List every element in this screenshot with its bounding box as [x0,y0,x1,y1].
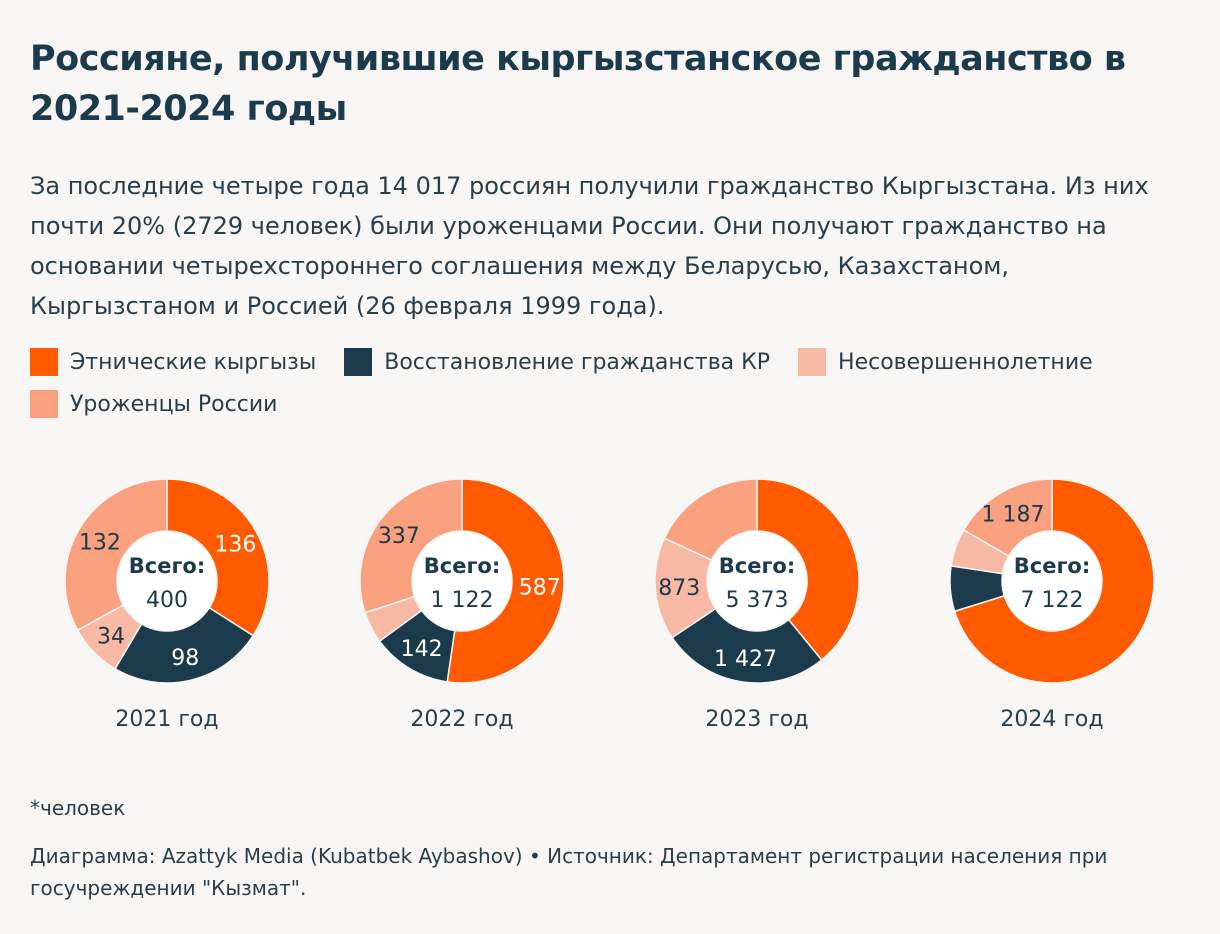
donut-charts: 136 98 34 132 Всего: 400 587 142 337 Всего: 1 122 1… [0,460,1220,750]
legend-label: Этнические кыргызы [70,349,317,375]
legend-item-born-in-russia: Уроженцы России [30,386,277,422]
donut-slice-ethnic-kyrgyz [166,478,270,637]
donut-hole [708,532,806,630]
data-label: 1 427 [714,647,777,672]
total-value: 5 373 [726,588,789,613]
donut-slice-born-in-russia [64,478,168,632]
total-heading: Всего: [1014,554,1091,578]
data-label: 98 [171,646,199,671]
donut-slice-ethnic-kyrgyz [756,478,860,661]
donut-slice-born-in-russia [359,478,463,614]
legend-item-ethnic-kyrgyz: Этнические кыргызы [30,344,316,380]
legend-item-restoration: Восстановление гражданства КР [344,344,770,380]
legend-label: Несовершеннолетние [838,349,1093,375]
page-title: Россияне, получившие кыргызстанское граж… [30,39,1126,129]
donut-slice-born-in-russia [962,478,1053,558]
data-label: 587 [519,576,561,601]
year-label-2021: 2021 год [115,707,219,732]
donut-hole [118,532,216,630]
legend-swatch [30,390,58,418]
legend-swatch [798,348,827,376]
chart-subtitle: За последние четыре года 14 017 россиян … [30,172,1149,320]
total-value: 7 122 [1021,588,1084,613]
legend-label: Уроженцы России [70,391,278,417]
donut-slice-ethnic-kyrgyz [953,478,1155,684]
data-label: 1 187 [982,502,1045,527]
legend-swatch [344,348,373,376]
legend-item-minors: Несовершеннолетние [798,344,1093,380]
donut-slice-born-in-russia [663,478,758,562]
data-label: 142 [401,637,443,662]
total-heading: Всего: [719,554,796,578]
year-label-2022: 2022 год [410,707,514,732]
data-label: 136 [214,532,256,557]
donut-slice-restoration [671,607,823,684]
donut-hole [413,532,511,630]
donut-slice-restoration [114,606,255,684]
year-label-2023: 2023 год [705,707,809,732]
data-label: 873 [658,576,700,601]
total-value: 400 [146,588,188,613]
total-heading: Всего: [424,554,501,578]
source-credits: Диаграмма: Azattyk Media (Kubatbek Aybas… [30,844,1108,900]
total-heading: Всего: [129,554,206,578]
total-value: 1 122 [431,588,494,613]
legend-swatch [30,348,58,376]
data-label: 337 [378,524,420,549]
donut-slice-ethnic-kyrgyz [446,478,565,684]
data-label: 132 [79,530,121,555]
year-label-2024: 2024 год [1000,707,1104,732]
legend-label: Восстановление гражданства КР [384,349,771,375]
data-label: 34 [97,624,125,649]
donut-hole [1003,532,1101,630]
legend: Этнические кыргызы Восстановление гражда… [30,344,1190,422]
unit-note: *человек [30,796,126,820]
